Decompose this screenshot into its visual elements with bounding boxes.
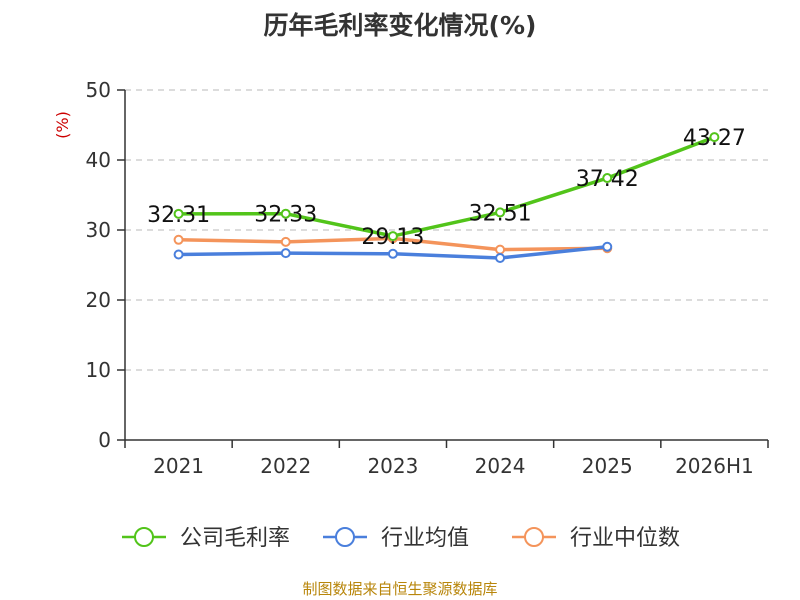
legend-swatch-marker — [134, 527, 154, 547]
data-point-series-1 — [173, 208, 184, 219]
data-label: 43.27 — [683, 126, 746, 151]
y-tick-label: 20 — [86, 288, 111, 312]
source-note: 制图数据来自恒生聚源数据库 — [302, 580, 497, 598]
legend-item-3: 行业中位数 — [512, 526, 680, 551]
legend-item-1: 公司毛利率 — [122, 526, 290, 551]
data-point-series-3 — [280, 236, 291, 247]
axes: 0 10 20 30 40 50 2021 2022 2023 2024 2025 2026H1 — [86, 78, 769, 478]
x-tick-label: 2023 — [367, 454, 418, 478]
y-tick-label: 10 — [86, 358, 111, 382]
data-label: 37.42 — [576, 167, 639, 192]
data-point-series-1 — [387, 231, 398, 242]
series-line-1 — [178, 135, 716, 238]
chart-title: 历年毛利率变化情况(%) — [264, 11, 537, 40]
data-labels: 32.31 32.33 29.13 32.51 37.42 43.27 — [147, 126, 746, 250]
y-tick-label: 0 — [98, 428, 111, 452]
x-tick-label: 2025 — [582, 454, 633, 478]
data-point-series-2 — [387, 248, 398, 259]
legend-item-2: 行业均值 — [323, 526, 469, 551]
legend-label: 行业中位数 — [570, 526, 680, 551]
data-point-series-1 — [495, 207, 506, 218]
data-point-series-3 — [173, 234, 184, 245]
x-tick-label: 2022 — [260, 454, 311, 478]
legend-swatch-marker — [335, 527, 355, 547]
data-point-series-1 — [709, 132, 720, 143]
y-axis-unit: (%) — [53, 111, 72, 139]
y-tick-label: 40 — [86, 148, 111, 172]
data-point-series-1 — [280, 208, 291, 219]
x-tick-label: 2026H1 — [675, 454, 754, 478]
y-tick-label: 30 — [86, 218, 111, 242]
series-layer — [173, 132, 720, 263]
data-point-series-1 — [602, 173, 613, 184]
data-point-series-3 — [495, 244, 506, 255]
x-tick-label: 2021 — [153, 454, 204, 478]
data-point-series-2 — [173, 249, 184, 260]
data-point-series-2 — [602, 241, 613, 252]
legend-swatch-marker — [524, 527, 544, 547]
legend: 公司毛利率 行业均值 行业中位数 — [122, 526, 680, 551]
grid-lines — [125, 89, 768, 371]
data-label: 32.33 — [254, 203, 317, 228]
data-label: 32.51 — [469, 201, 532, 226]
data-label: 32.31 — [147, 203, 210, 228]
data-point-series-2 — [495, 253, 506, 263]
legend-label: 公司毛利率 — [180, 526, 290, 551]
data-point-series-2 — [280, 248, 291, 259]
y-tick-label: 50 — [86, 78, 111, 102]
data-label: 29.13 — [361, 225, 424, 250]
legend-label: 行业均值 — [381, 526, 469, 551]
x-tick-label: 2024 — [475, 454, 526, 478]
